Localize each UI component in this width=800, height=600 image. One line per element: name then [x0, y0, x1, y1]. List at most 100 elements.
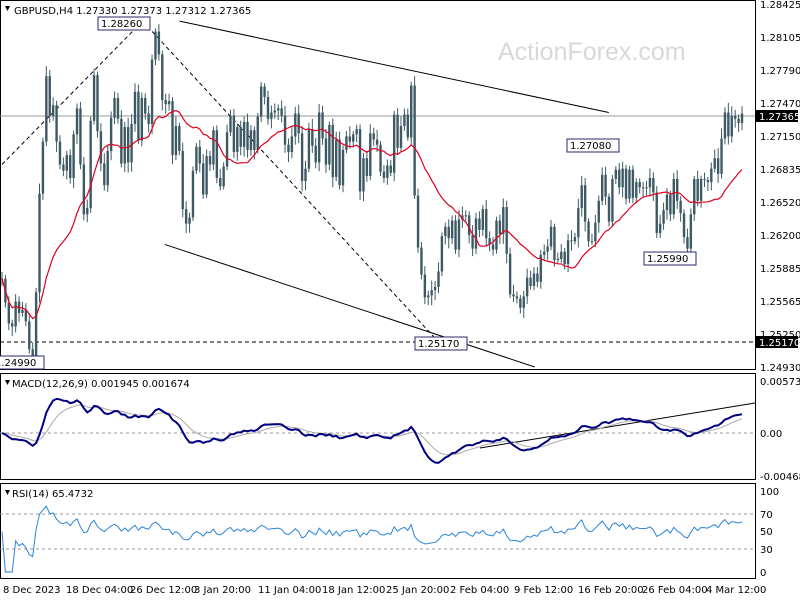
candle-body	[488, 238, 491, 245]
candle-body	[7, 302, 11, 324]
candle-body	[140, 97, 144, 141]
candle-body	[676, 179, 679, 201]
candle-body	[635, 182, 638, 198]
candle-body	[720, 138, 723, 174]
rsi-axis: 100 70 50 30 0	[760, 487, 779, 579]
candle-body	[710, 168, 713, 183]
candle-body	[317, 112, 321, 163]
candle-body	[727, 112, 730, 137]
time-tick: 4 Mar 12:00	[706, 585, 766, 596]
candle-body	[369, 133, 372, 176]
candle-body	[410, 85, 413, 138]
candle-body	[246, 121, 249, 150]
candle-body	[38, 193, 41, 293]
candle-body	[696, 179, 699, 201]
candle-body	[471, 235, 474, 249]
candle-body	[184, 209, 188, 224]
candle-body	[389, 165, 392, 173]
annotation-mid-low-label: 1.25990	[647, 254, 688, 265]
candle-body	[45, 76, 48, 142]
candle-body	[103, 163, 106, 186]
candle-body	[498, 220, 502, 235]
candle-body	[365, 158, 369, 176]
macd-panel-frame	[0, 373, 756, 480]
candle-body	[222, 166, 225, 187]
candle-body	[201, 163, 205, 195]
candle-body	[205, 156, 208, 195]
candle-body	[161, 54, 164, 101]
time-tick: 18 Jan 12:00	[322, 585, 385, 596]
candle-body	[502, 207, 505, 235]
candle-body	[679, 200, 682, 214]
candle-body	[420, 247, 423, 275]
candle-body	[188, 217, 191, 224]
time-tick: 3 Jan 20:00	[194, 585, 251, 596]
candle-body	[171, 101, 174, 156]
candle-body	[430, 290, 433, 296]
candle-body	[164, 100, 167, 105]
annotation-mid-high: 1.27080	[566, 138, 620, 153]
candle-body	[86, 208, 89, 215]
candle-body	[713, 158, 716, 169]
price-tick: 1.27470	[760, 99, 800, 110]
candle-body	[457, 219, 461, 250]
candle-body	[358, 129, 362, 192]
candle-body	[28, 321, 31, 350]
candle-body	[648, 177, 652, 188]
candle-body	[461, 215, 464, 220]
candle-body	[334, 139, 338, 177]
candle-body	[249, 130, 253, 150]
candle-body	[597, 200, 600, 223]
candle-body	[24, 309, 28, 322]
candle-body	[109, 117, 113, 151]
macd-header: MACD(12,26,9) 0.001945 0.001674	[5, 379, 190, 390]
time-tick: 8 Dec 2023	[3, 585, 61, 596]
candle-body	[433, 287, 437, 291]
candle-body	[512, 294, 515, 297]
candle-body	[120, 118, 123, 164]
candle-body	[106, 150, 109, 186]
rsi-tick: 30	[760, 545, 773, 556]
candle-body	[399, 126, 403, 148]
time-tick: 9 Feb 12:00	[514, 585, 573, 596]
candle-body	[553, 226, 556, 261]
candle-body	[406, 114, 410, 138]
rsi-tick: 50	[760, 527, 773, 538]
candle-body	[464, 215, 467, 217]
candle-body	[113, 97, 116, 118]
candle-body	[693, 179, 696, 215]
candle-body	[154, 31, 157, 60]
annotation-low: 1.25170	[414, 336, 468, 351]
rsi-tick: 0	[760, 568, 766, 579]
candle-body	[99, 131, 103, 164]
rsi-line	[1, 505, 743, 573]
candle-body	[21, 309, 24, 313]
candle-body	[307, 129, 311, 169]
candle-body	[14, 301, 17, 327]
candle-body	[416, 195, 420, 248]
candle-body	[624, 168, 628, 199]
candle-body	[587, 221, 590, 242]
candle-body	[41, 141, 45, 194]
candle-body	[263, 86, 266, 97]
candle-body	[150, 59, 154, 124]
candle-body	[34, 292, 38, 361]
candle-body	[48, 76, 51, 116]
candle-body	[341, 149, 345, 186]
annotation-mid-low: 1.25990	[643, 251, 697, 266]
candle-body	[229, 115, 232, 133]
candle-body	[638, 182, 641, 188]
diag-dashed-1-trendline	[1, 20, 143, 165]
price-tick: 1.26520	[760, 198, 800, 209]
candle-body	[546, 246, 549, 252]
candle-body	[89, 120, 92, 209]
candle-body	[525, 277, 529, 297]
candle-body	[508, 253, 512, 295]
candle-body	[75, 108, 79, 135]
annotation-left-low: 1.24990	[0, 355, 45, 370]
candle-body	[191, 170, 195, 218]
candle-body	[454, 220, 457, 250]
candle-body	[51, 105, 55, 116]
candle-body	[130, 123, 133, 163]
